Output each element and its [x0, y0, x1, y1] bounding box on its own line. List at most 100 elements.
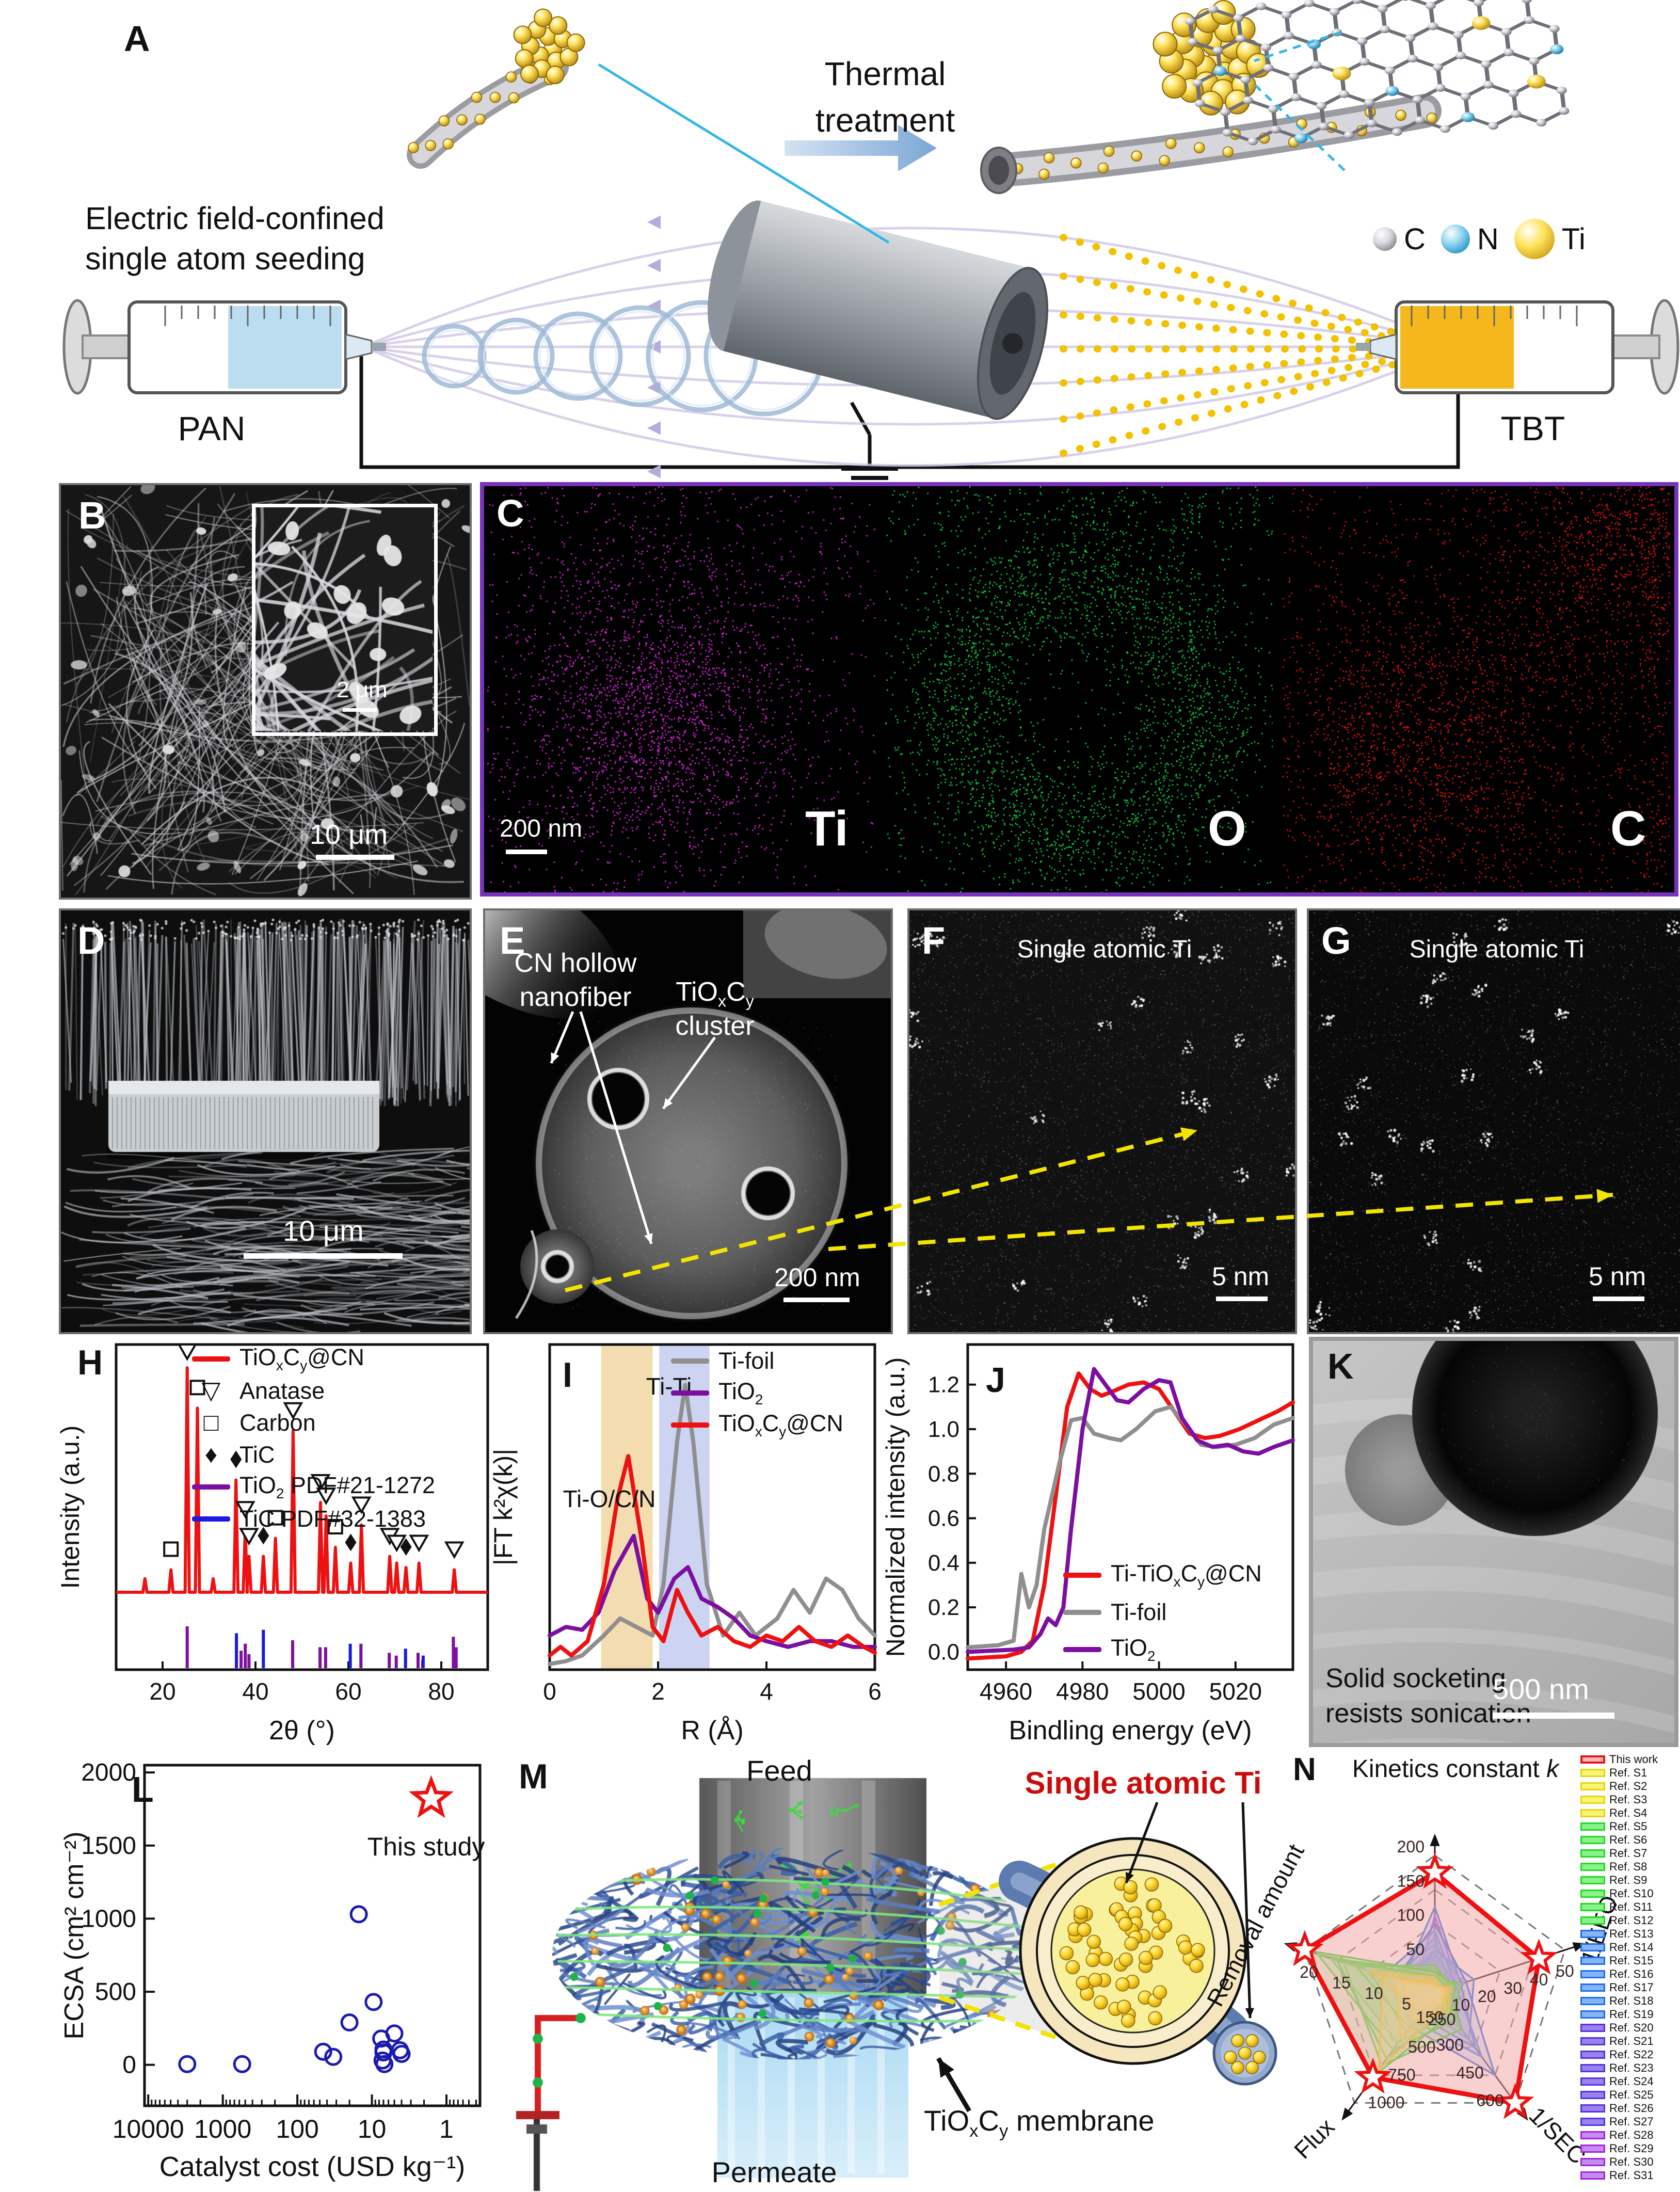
legend-swatch — [1580, 1769, 1605, 1777]
panelI-exafs-chart: 0 2 4 6R (Å)|FT k²χ(k)| Ti-O/C/NTi-Ti — [489, 1343, 882, 1746]
legend-label: Ref. S11 — [1609, 1900, 1653, 1913]
legend-swatch — [1580, 2010, 1605, 2019]
radar-legend-item: Ref. S29 — [1580, 2142, 1658, 2155]
panelG-annotation: Single atomic Ti — [1409, 936, 1585, 963]
svg-text:Intensity (a.u.): Intensity (a.u.) — [56, 1426, 85, 1589]
eds-map-o-label: O — [1208, 801, 1246, 856]
svg-text:40: 40 — [1530, 1970, 1548, 1989]
legend-label: Ref. S17 — [1609, 1981, 1654, 1994]
svg-text:100: 100 — [1397, 1906, 1425, 1925]
legend-swatch — [1580, 1983, 1605, 1992]
legend-swatch — [1580, 1903, 1605, 1911]
legend-item: Ti-foil — [671, 1345, 843, 1377]
legend-swatch — [1580, 1822, 1605, 1831]
panelF-label: F — [922, 919, 946, 962]
legend-label: Ref. S6 — [1609, 1833, 1647, 1846]
pan-syringe — [62, 299, 386, 395]
eds-map-ti — [487, 486, 875, 892]
legend-item: Ti-TiOxCy@CN — [1063, 1557, 1262, 1594]
svg-text:500: 500 — [95, 1978, 136, 2006]
thermal-treatment-line2: treatment — [815, 102, 955, 139]
svg-text:200: 200 — [1397, 1837, 1425, 1856]
legend-label: Ref. S21 — [1609, 2035, 1654, 2047]
radar-legend-item: Ref. S2 — [1580, 1780, 1658, 1793]
panelK-scale-bar — [1493, 1713, 1614, 1719]
panelG-stem-image — [1307, 908, 1680, 1334]
svg-text:Ti-O/C/N: Ti-O/C/N — [563, 1485, 656, 1512]
legend-swatch — [1580, 1836, 1605, 1844]
svg-text:R (Å): R (Å) — [681, 1716, 743, 1746]
radar-legend-item: Ref. S13 — [1580, 1927, 1658, 1941]
panelE-tem-image — [483, 908, 893, 1334]
legend-item: TiO2 — [671, 1377, 843, 1409]
atom-legend-item: C — [1373, 222, 1426, 257]
panelA-title-line1: Electric field-confined — [85, 201, 385, 236]
atom-legend-label: N — [1477, 222, 1499, 256]
panelF-stem-image — [907, 908, 1297, 1334]
svg-text:Catalyst cost (USD kg⁻¹): Catalyst cost (USD kg⁻¹) — [159, 2151, 466, 2182]
svg-text:0.2: 0.2 — [928, 1595, 959, 1620]
legend-label: TiC PDF#32-1383 — [239, 1506, 426, 1532]
tbt-syringe — [1356, 299, 1679, 395]
legend-swatch — [1580, 2158, 1605, 2166]
svg-text:4980: 4980 — [1056, 1678, 1109, 1705]
series-Ti-TiOxCy@CN — [966, 1371, 1295, 1661]
legend-label: Ti-foil — [1111, 1599, 1167, 1625]
callout-line — [1254, 84, 1346, 171]
radar-legend-item: Ref. S30 — [1580, 2155, 1658, 2169]
legend-label: Ref. S14 — [1609, 1941, 1654, 1954]
tioxcy-cluster — [513, 8, 585, 85]
legend-item: TiOxCy@CN — [192, 1343, 435, 1375]
legend-label: Ref. S7 — [1609, 1847, 1647, 1860]
panelD-label: D — [77, 919, 105, 962]
panelE-annotation-cn-line2: nanofiber — [519, 982, 632, 1012]
svg-text:Bindling energy (eV): Bindling energy (eV) — [1009, 1716, 1252, 1746]
panelB-label: B — [78, 494, 106, 537]
svg-text:10000: 10000 — [113, 2115, 184, 2143]
legend-label: Ref. S9 — [1609, 1874, 1647, 1886]
legend-item: TiO2 — [1063, 1631, 1262, 1668]
svg-text:1000: 1000 — [81, 1905, 136, 1932]
eds-map-o — [885, 486, 1273, 892]
legend-label: Ref. S10 — [1609, 1887, 1654, 1900]
legend-swatch — [1580, 1997, 1605, 2005]
svg-text:1.2: 1.2 — [928, 1372, 959, 1398]
radar-legend-item: Ref. S16 — [1580, 1967, 1658, 1981]
axes: 0 2 4 6 R (Å) |FT k²χ(k)| — [489, 1343, 882, 1746]
this-study-star — [408, 1775, 454, 1818]
legend-item: TiC PDF#32-1383 — [192, 1503, 435, 1535]
legend-label: Ref. S22 — [1609, 2048, 1654, 2061]
legend-label: Ref. S8 — [1609, 1860, 1647, 1873]
svg-text:1: 1 — [439, 2115, 454, 2143]
thermal-arrow-icon — [785, 125, 937, 171]
legend-label: TiC — [239, 1442, 275, 1468]
series-TiOxCy@CN — [548, 1454, 877, 1658]
hv-circuit-wire — [359, 356, 1460, 469]
svg-text:40: 40 — [242, 1678, 268, 1705]
panelK-frame — [1309, 1337, 1678, 1747]
series-TiO2 — [966, 1367, 1295, 1654]
series-Ti-foil — [548, 1383, 877, 1666]
legend-item: TiOxCy@CN — [671, 1409, 843, 1441]
svg-text:|FT k²χ(k)|: |FT k²χ(k)| — [489, 1449, 518, 1565]
radar-legend-item: Ref. S14 — [1580, 1941, 1658, 1954]
cn-graphene-sheet — [1185, 0, 1570, 146]
thermal-treatment-line1: Thermal — [824, 55, 946, 92]
radar-legend-item: Ref. S28 — [1580, 2129, 1658, 2142]
svg-text:100: 100 — [276, 2115, 318, 2143]
this-study-label: This study — [367, 1832, 485, 1861]
radar-legend-item: Ref. S23 — [1580, 2061, 1658, 2075]
tic-marker-icon: ♦ — [204, 1441, 218, 1468]
atom-legend: C N Ti — [1373, 211, 1586, 267]
n-atom — [1213, 66, 1227, 76]
svg-text:20: 20 — [1478, 1987, 1496, 2006]
radar-legend-item: Ref. S4 — [1580, 1806, 1658, 1820]
svg-text:4: 4 — [760, 1678, 773, 1705]
legend-swatch — [1580, 1890, 1605, 1898]
legend-swatch — [1580, 2104, 1605, 2113]
svg-text:30: 30 — [1503, 1979, 1522, 1997]
panelB-inset-box — [252, 504, 438, 736]
legend-label: TiOxCy@CN — [718, 1410, 843, 1439]
svg-text:ECSA (cm² cm⁻²): ECSA (cm² cm⁻²) — [59, 1832, 89, 2040]
svg-text:1000: 1000 — [1368, 2093, 1404, 2111]
